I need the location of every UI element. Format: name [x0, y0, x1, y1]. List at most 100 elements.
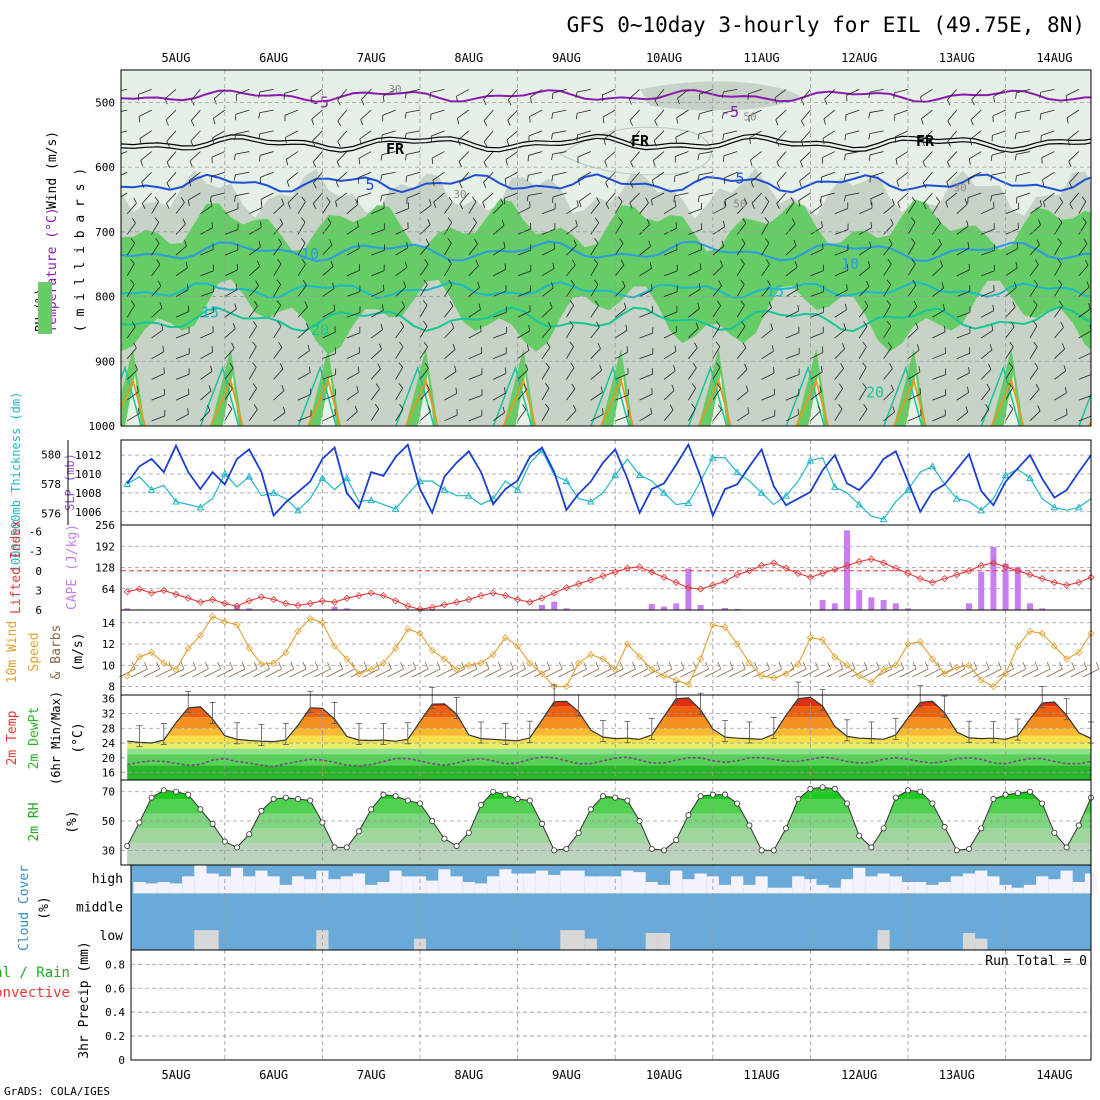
wind-barb — [419, 411, 431, 422]
wind-barb-flag — [718, 280, 722, 286]
wind-barb — [459, 172, 470, 184]
wind-barb — [493, 353, 507, 360]
lifted-index-point — [440, 601, 448, 609]
wind-barb-flag — [846, 284, 848, 291]
wind-barb — [980, 349, 993, 359]
wind-barb — [822, 130, 836, 139]
wind-barb — [858, 367, 867, 380]
wind-barb — [736, 390, 749, 401]
wind-barb-flag — [593, 279, 599, 285]
surface-wind-barb — [192, 668, 209, 678]
wind-barb — [468, 352, 482, 360]
wind-barb-flag — [1014, 133, 1017, 140]
wind-barb-flag — [893, 92, 895, 99]
wind-barb-flag — [646, 218, 650, 225]
wind-barb-flag — [258, 241, 261, 248]
surface-wind-barb — [326, 668, 343, 678]
wind-barb — [834, 388, 844, 401]
wind-barb — [322, 201, 331, 214]
lifted-index-point — [1026, 571, 1034, 579]
wind-barb — [322, 394, 336, 401]
wind-barb-flag — [184, 240, 187, 247]
wind-barb — [444, 201, 453, 214]
wind-barb — [577, 151, 591, 158]
cloud-high-bar — [1048, 879, 1061, 894]
wind-barb — [541, 287, 554, 297]
surface-wind-barb-flag — [815, 661, 819, 670]
rh-point — [539, 820, 546, 827]
wind-barb — [688, 229, 702, 235]
wind-barb — [858, 286, 870, 297]
wind-barb — [151, 329, 164, 339]
lifted-index-point — [575, 580, 583, 588]
thickness-point — [977, 506, 986, 514]
lifted-index-point — [587, 576, 595, 584]
wind-barb — [552, 151, 567, 155]
cloud-high-bar — [340, 876, 353, 894]
cloud-low-bar — [657, 933, 671, 950]
contour-label: 10 — [301, 245, 319, 263]
wind-barb — [750, 151, 762, 161]
wind-barb-flag — [921, 118, 924, 125]
rh-point — [990, 796, 997, 803]
wind-barb-flag — [965, 406, 969, 413]
wind-barb — [504, 192, 518, 199]
wind-barb-flag — [698, 283, 701, 290]
wind-barb-flag — [600, 386, 603, 393]
wind-barb-flag — [1013, 281, 1017, 288]
lifted-index-point — [270, 595, 278, 604]
wind-barb — [552, 192, 567, 198]
wind-barb — [712, 285, 722, 297]
rh-point — [807, 785, 814, 792]
rh-point — [587, 806, 594, 813]
wind-barb-flag — [868, 154, 871, 161]
wind-barb — [235, 130, 250, 135]
ylabel-total-rain: Total / Rain — [0, 965, 70, 981]
rh-legend-swatch — [38, 282, 52, 334]
wind-barb — [297, 328, 309, 339]
wind-barb-flag — [891, 198, 895, 205]
rh-point — [294, 796, 301, 803]
wind-barb — [273, 325, 282, 339]
wind-barb-flag — [864, 300, 869, 307]
wind-barb — [810, 204, 822, 215]
wind-barb-flag — [423, 320, 428, 327]
wind-barb-flag — [691, 383, 697, 389]
surface-wind-barb-flag — [217, 661, 221, 670]
wind-speed-point — [257, 660, 265, 668]
wind-barb-flag — [910, 238, 916, 244]
wind-barb-flag — [332, 282, 335, 289]
wind-barb — [126, 391, 139, 401]
wind-barb-flag — [304, 301, 308, 308]
wind-speed-point — [831, 653, 839, 661]
wind-barb-flag — [258, 91, 261, 98]
wind-barb — [517, 409, 527, 422]
cape-bar — [539, 605, 545, 610]
wind-barb-flag — [278, 342, 283, 348]
surface-wind-barb-flag — [144, 661, 148, 670]
wind-barb-flag — [358, 158, 361, 165]
wind-barb — [121, 171, 128, 176]
wind-barb — [932, 374, 946, 380]
lifted-index-point — [1002, 563, 1010, 571]
wind-barb — [190, 130, 201, 142]
wind-barb — [1054, 222, 1063, 235]
thickness-point — [269, 488, 278, 496]
wind-barb-flag — [721, 91, 724, 98]
wind-barb — [869, 130, 884, 134]
wind-barb — [630, 151, 640, 163]
wind-barb — [761, 372, 775, 380]
wind-barb-flag — [255, 280, 259, 287]
wind-barb-flag — [187, 200, 190, 207]
wind-barb-flag — [551, 282, 554, 289]
wind-barb-flag — [471, 196, 477, 202]
wind-barb-flag — [1083, 238, 1088, 245]
wind-barb — [273, 368, 284, 380]
surface-wind-barb-flag — [510, 661, 514, 670]
wind-barb-flag — [620, 259, 625, 266]
wind-barb-flag — [526, 344, 530, 351]
lifted-index-point — [562, 584, 570, 592]
wind-barb-flag — [213, 118, 216, 125]
wind-barb-flag — [602, 408, 604, 415]
cloud-high-bar — [377, 882, 390, 894]
